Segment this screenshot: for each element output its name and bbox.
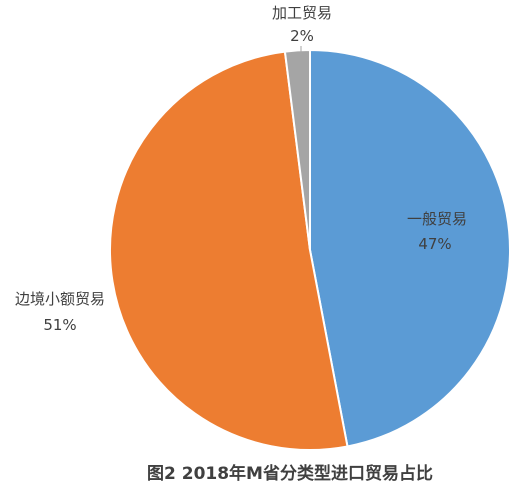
slice-label-processing-trade: 加工贸易	[272, 4, 332, 22]
slice-label-border-trade: 边境小额贸易	[15, 290, 105, 308]
slice-processing-trade	[283, 48, 311, 251]
slice-label-general-trade: 一般贸易	[407, 210, 467, 228]
slice-general-trade	[309, 48, 511, 448]
slice-value-border-trade: 51%	[43, 316, 76, 334]
pie-slices	[109, 48, 511, 451]
chart-caption: 图2 2018年M省分类型进口贸易占比	[147, 463, 433, 484]
slice-value-processing-trade: 2%	[290, 27, 314, 45]
slice-value-general-trade: 47%	[418, 235, 451, 253]
slice-border-trade	[109, 50, 349, 451]
